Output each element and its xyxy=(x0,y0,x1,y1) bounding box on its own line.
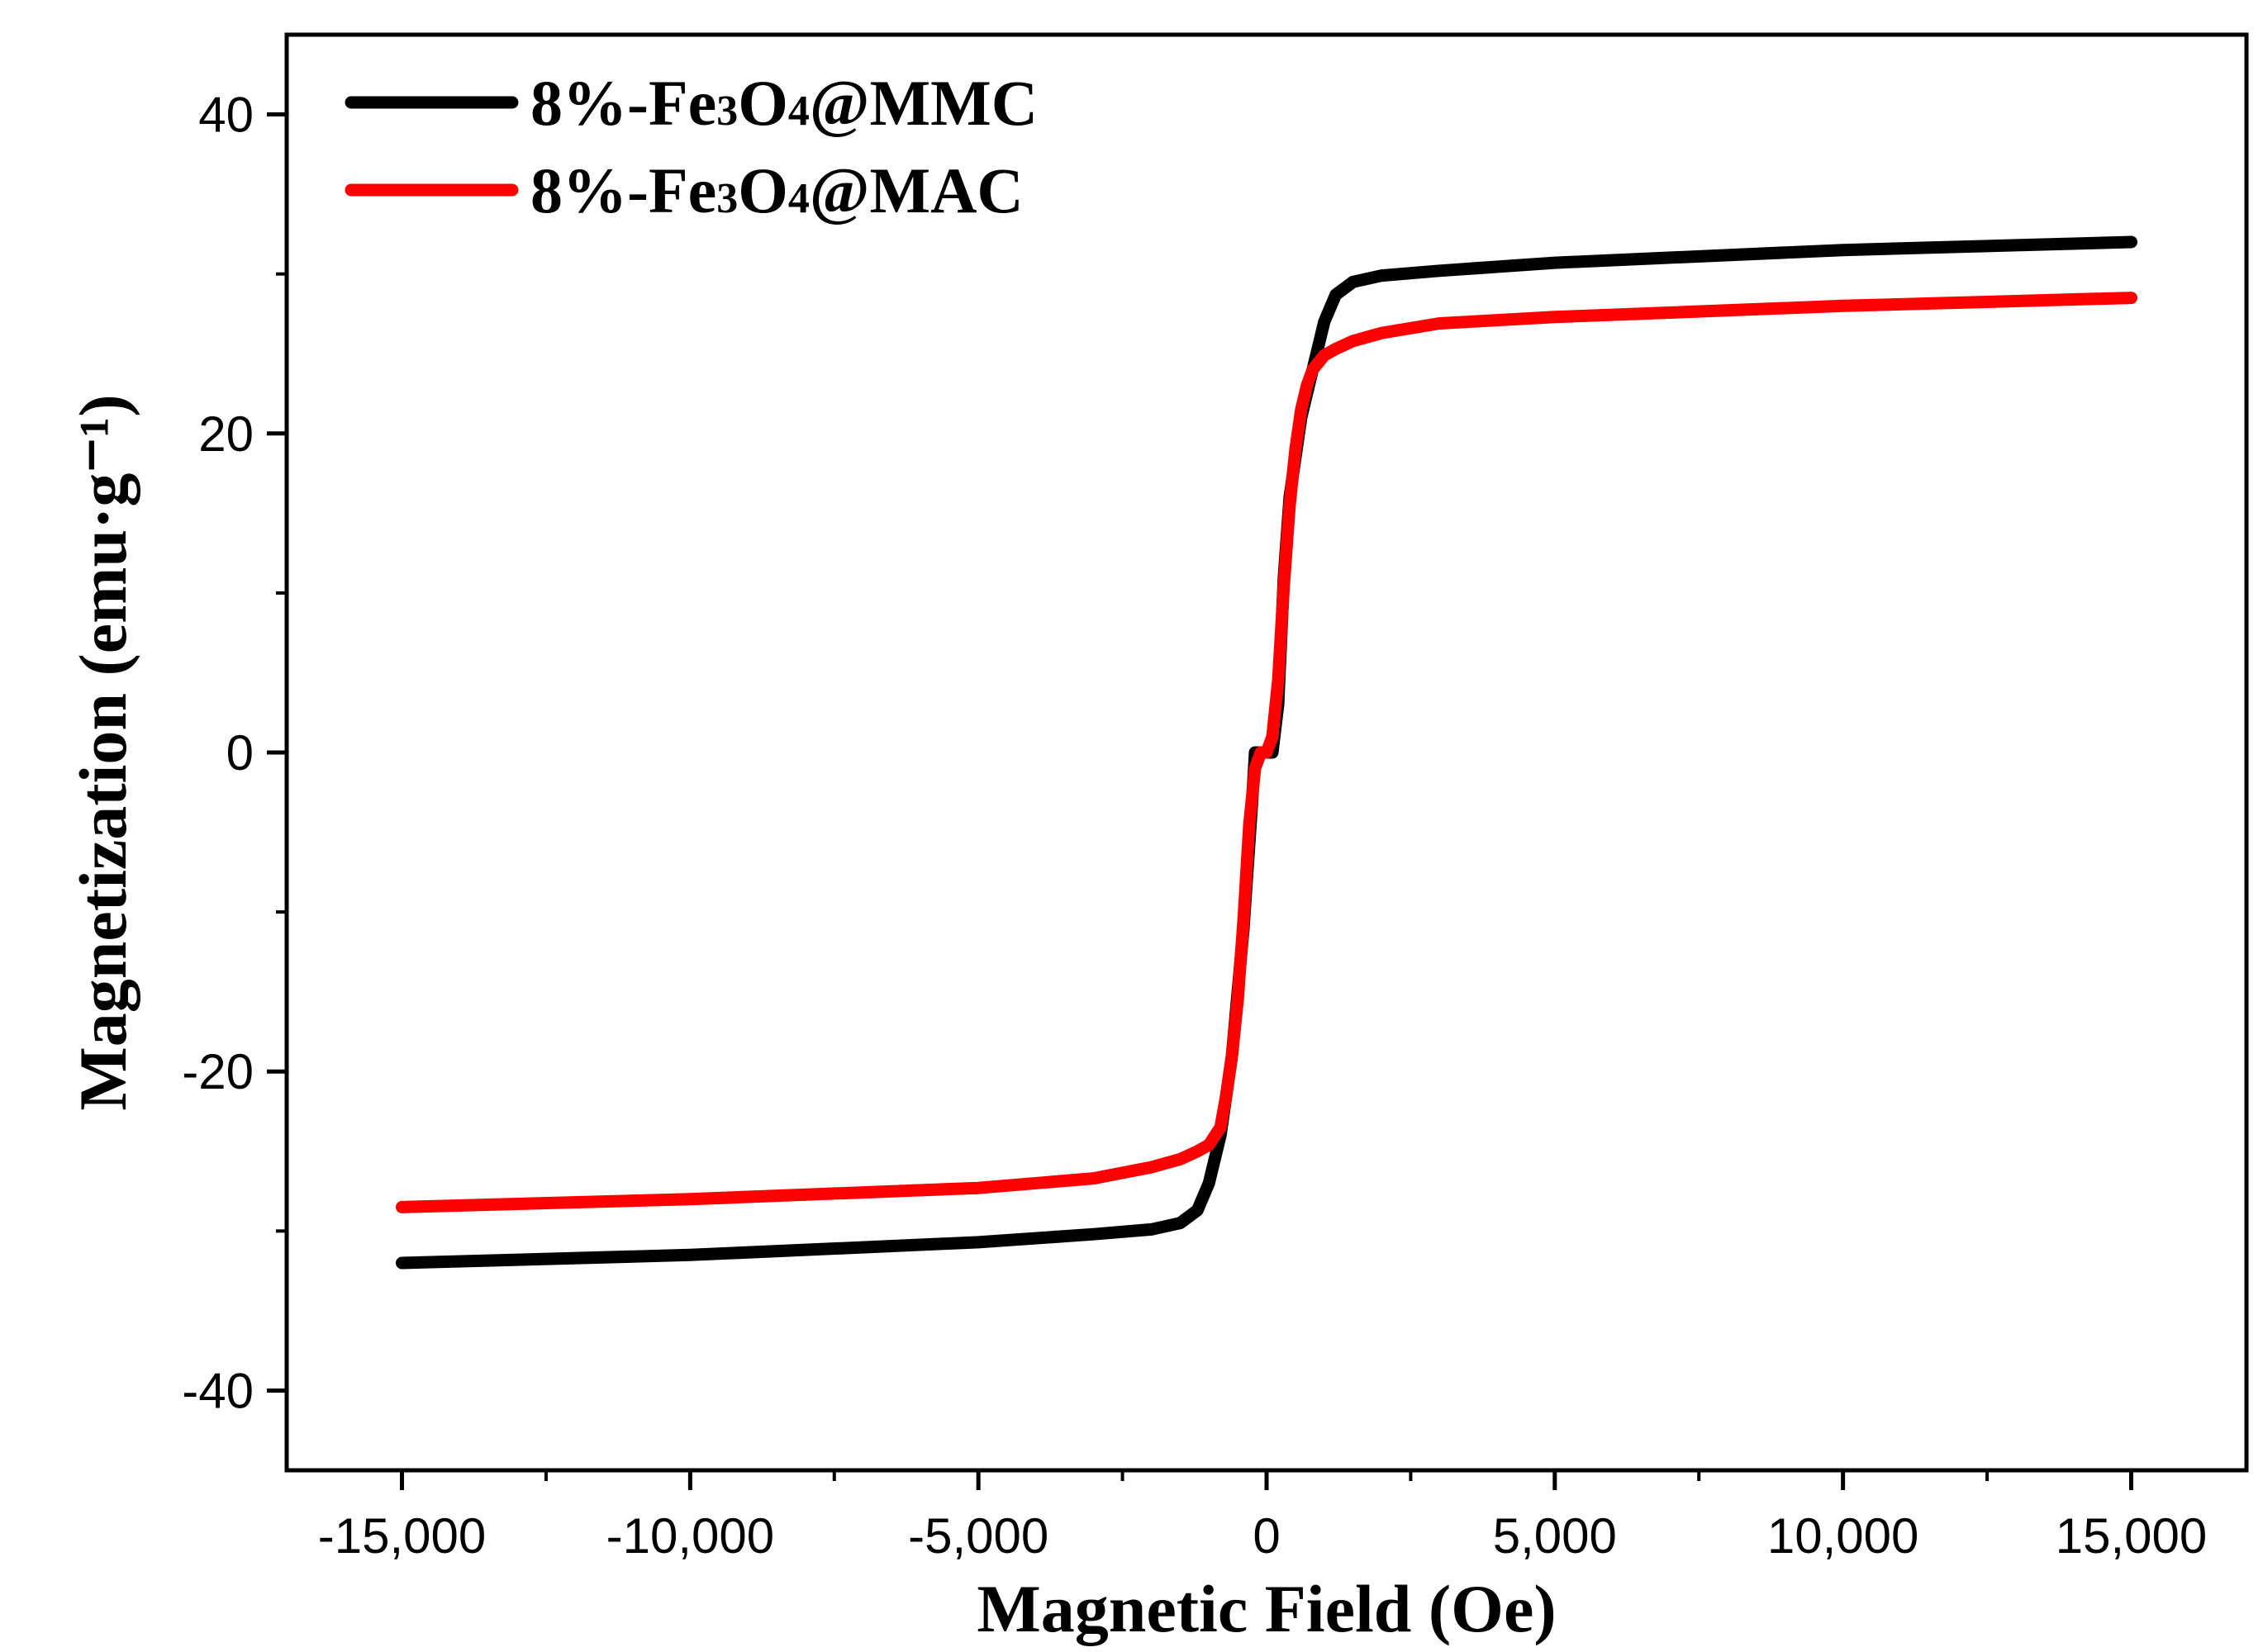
y-tick-label: -20 xyxy=(182,1044,254,1099)
y-tick-label: 20 xyxy=(198,406,254,462)
y-axis-title: Magnetization (emu·g⁻¹) xyxy=(65,394,140,1110)
series-line-2 xyxy=(396,292,2137,1213)
x-tick-label: 10,000 xyxy=(1767,1508,1919,1564)
x-axis-ticks: -15,000 -10,000 -5,000 0 5,000 10,000 15,000 xyxy=(318,1470,2207,1564)
y-tick-label: 40 xyxy=(198,88,254,143)
x-tick-label: 5,000 xyxy=(1493,1508,1617,1564)
x-axis-title: Magnetic Field (Oe) xyxy=(977,1571,1556,1646)
series-layer xyxy=(396,235,2137,1270)
x-tick-label: 15,000 xyxy=(2056,1508,2208,1564)
x-tick-label: -15,000 xyxy=(318,1508,487,1564)
legend-label-2: 8%-Fe3O4@MAC xyxy=(530,154,1024,226)
y-tick-label: -40 xyxy=(182,1363,254,1418)
x-tick-label: -10,000 xyxy=(606,1508,775,1564)
y-tick-label: 0 xyxy=(226,725,254,781)
x-tick-label: 0 xyxy=(1253,1508,1280,1564)
x-tick-label: -5,000 xyxy=(908,1508,1048,1564)
legend-label-1: 8%-Fe3O4@MMC xyxy=(530,67,1038,139)
legend: 8%-Fe3O4@MMC 8%-Fe3O4@MAC xyxy=(345,67,1038,226)
y-axis-ticks: -40 -20 0 20 40 xyxy=(182,88,287,1418)
